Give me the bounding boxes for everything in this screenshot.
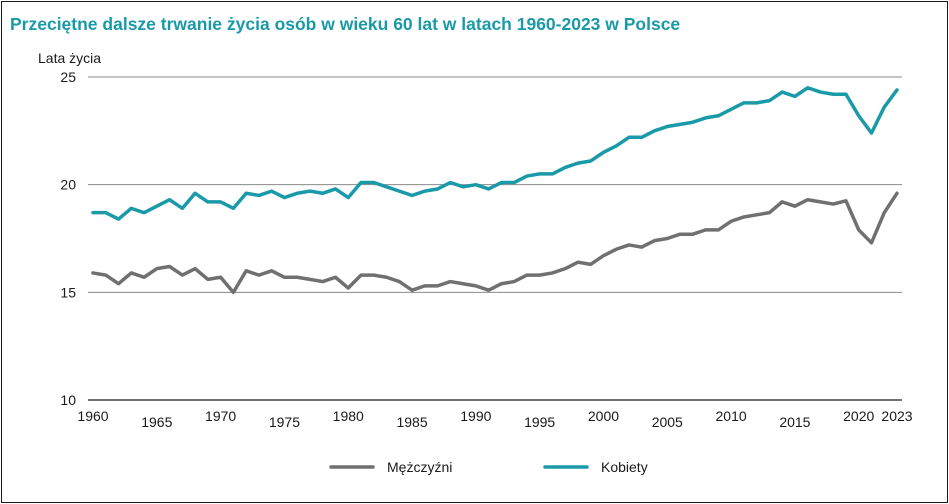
x-tick-label: 2005 <box>652 414 683 430</box>
x-tick-label: 2000 <box>588 408 619 424</box>
x-tick-label: 2020 <box>843 408 874 424</box>
legend: Mężczyźni Kobiety <box>329 459 648 475</box>
legend-label: Mężczyźni <box>387 459 452 475</box>
y-tick-label: 10 <box>60 392 76 408</box>
x-tick-label: 2015 <box>779 414 810 430</box>
x-tick-label: 1990 <box>460 408 491 424</box>
legend-label: Kobiety <box>601 459 648 475</box>
x-tick-label: 1960 <box>77 408 108 424</box>
series-line-women <box>91 86 899 221</box>
gridlines <box>88 76 902 401</box>
x-tick-label: 1965 <box>141 414 172 430</box>
series-line-men <box>91 191 899 295</box>
x-tick-label: 2023 <box>881 408 912 424</box>
x-tick-label: 2010 <box>716 408 747 424</box>
chart-title: Przeciętne dalsze trwanie życia osób w w… <box>10 14 680 34</box>
x-tick-label: 1980 <box>333 408 364 424</box>
y-axis-label: Lata życia <box>38 50 101 66</box>
y-tick-label: 15 <box>60 284 76 300</box>
series-lines <box>91 86 899 295</box>
x-tick-label: 1970 <box>205 408 236 424</box>
y-tick-labels: 10 15 20 25 <box>60 69 76 408</box>
x-tick-label: 1995 <box>524 414 555 430</box>
y-tick-label: 25 <box>60 69 76 85</box>
y-tick-label: 20 <box>60 177 76 193</box>
x-tick-label: 1975 <box>269 414 300 430</box>
x-tick-label: 1985 <box>396 414 427 430</box>
x-tick-labels: 1960 1970 1980 1990 2000 2010 2020 2023 1965 1975… <box>77 408 912 430</box>
